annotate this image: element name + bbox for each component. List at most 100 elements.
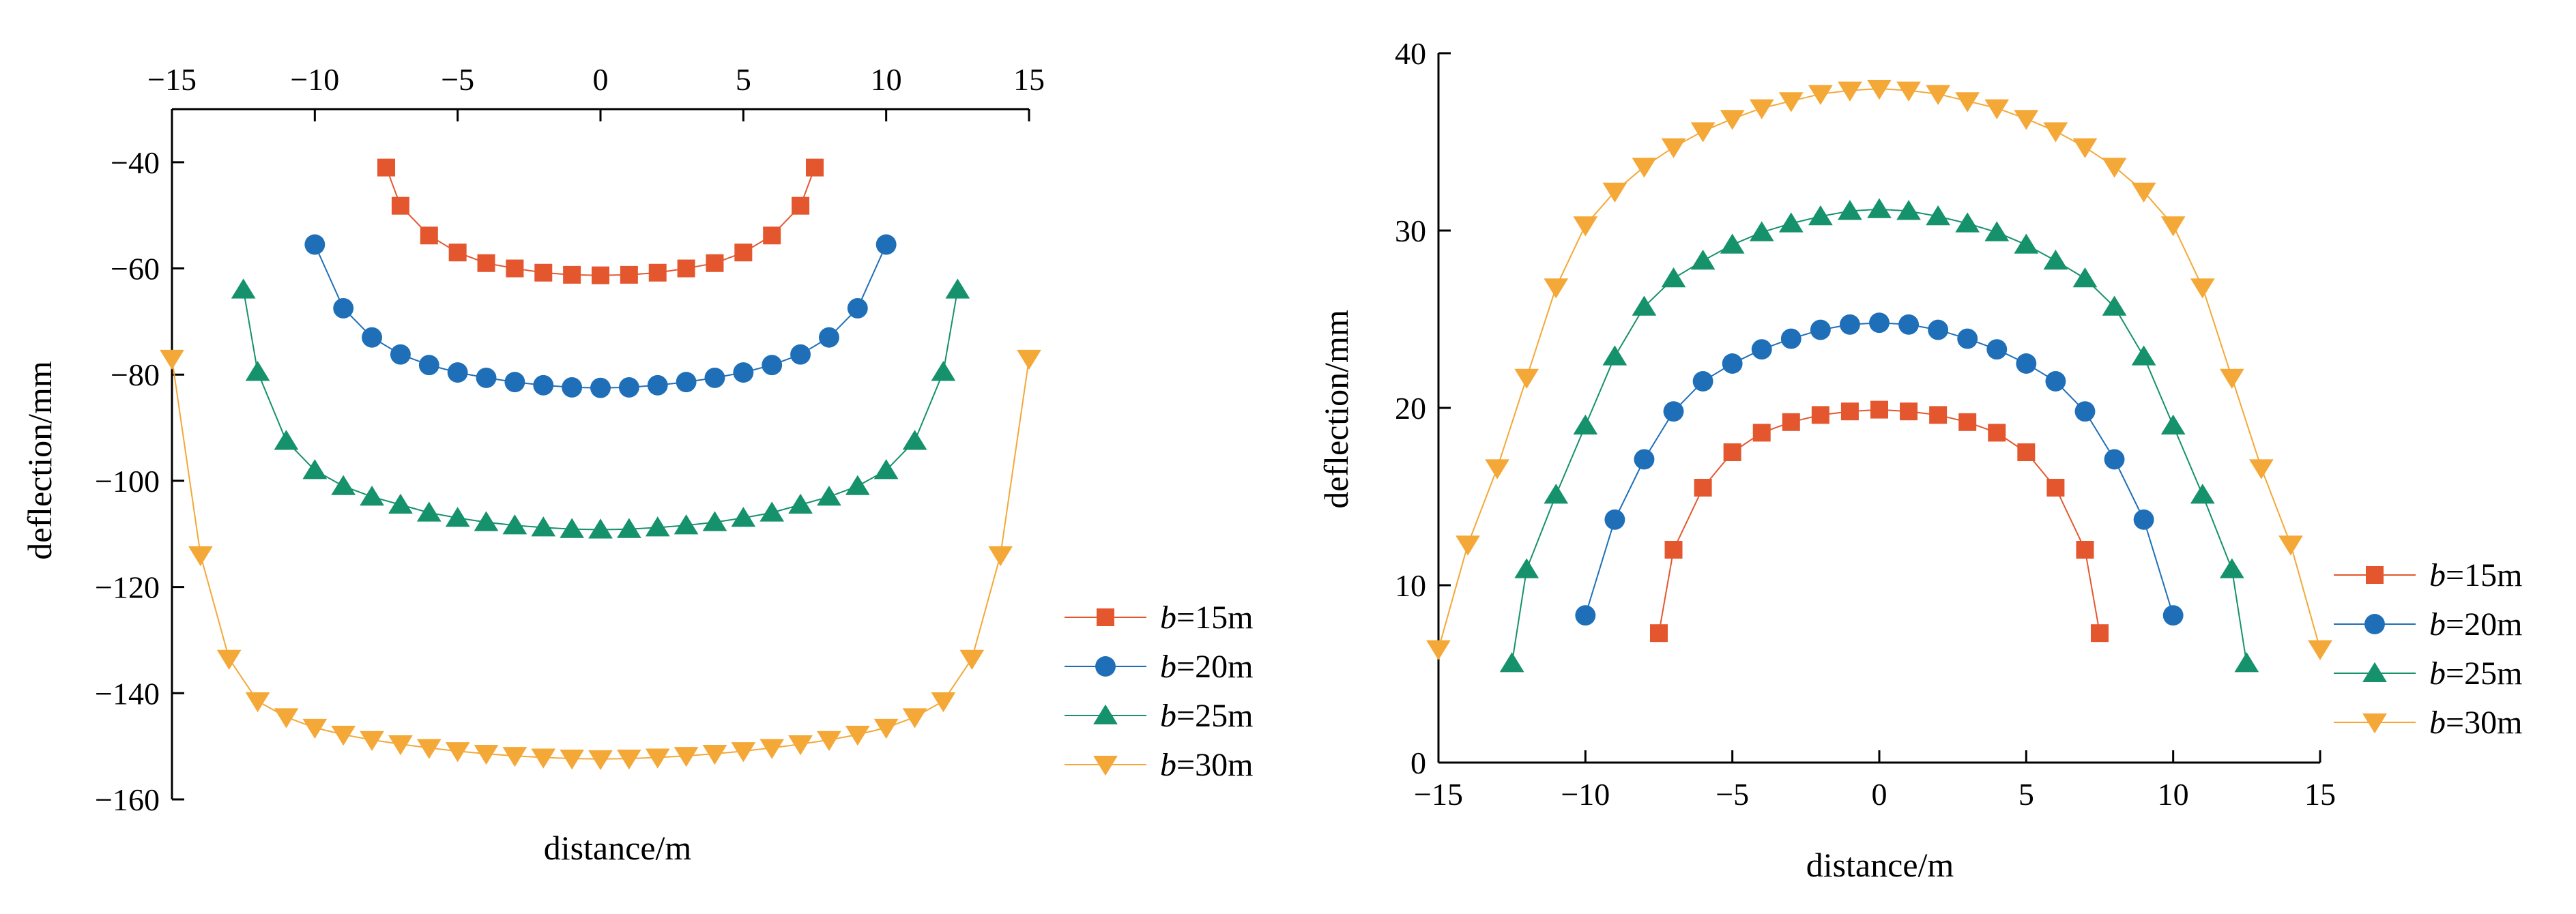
left-point-b15 (534, 263, 553, 282)
right-point-b25 (1544, 484, 1569, 504)
right-point-b15 (1664, 541, 1683, 559)
left-y-axis-label: deflection/mm (20, 361, 59, 560)
right-point-b20 (2045, 371, 2066, 392)
right-point-b20 (2133, 509, 2154, 530)
right-point-b25 (1514, 558, 1539, 578)
right-point-b15 (1723, 443, 1741, 461)
right-point-b25 (1602, 345, 1627, 366)
right-x-tick-label: 5 (2018, 777, 2034, 812)
left-point-b15 (806, 158, 824, 177)
left-point-b20 (818, 327, 839, 348)
right-x-tick-label: 10 (2158, 777, 2189, 812)
left-point-b25 (731, 507, 756, 527)
right-point-b25 (1720, 233, 1745, 254)
left-series-line-b30 (171, 358, 1030, 760)
right-x-tick-label: 0 (1872, 777, 1887, 812)
right-axes: −15 −10 −5 0 5 10 15 0 10 20 30 40 (1395, 36, 2336, 812)
left-x-tick-label: −15 (147, 62, 197, 97)
left-x-tick-label: 5 (736, 62, 751, 97)
right-point-b30 (2131, 182, 2156, 203)
left-point-b20 (590, 377, 611, 398)
right-point-b30 (1838, 81, 1862, 102)
right-point-b30 (1485, 459, 1510, 480)
left-point-b30 (188, 546, 213, 567)
left-point-b25 (845, 475, 870, 495)
left-x-tick-label: 15 (1013, 62, 1045, 97)
right-point-b20 (2162, 605, 2184, 626)
right-point-b15 (1840, 402, 1859, 421)
left-point-b15 (763, 226, 781, 245)
left-point-b20 (447, 362, 468, 383)
right-legend-label: b=15m (2429, 557, 2522, 593)
right-x-tick-label: −10 (1561, 777, 1610, 812)
left-point-b25 (416, 501, 442, 522)
right-point-b20 (2104, 449, 2125, 470)
right-legend-marker (2362, 662, 2387, 682)
left-y-tick-label: −160 (95, 782, 160, 817)
left-point-b25 (645, 516, 670, 537)
right-point-b15 (2046, 479, 2065, 497)
left-point-b25 (502, 514, 527, 535)
right-x-axis-label: distance/m (1806, 846, 1954, 884)
right-point-b30 (2043, 122, 2068, 143)
left-point-b25 (873, 459, 899, 480)
left-point-b20 (847, 297, 868, 319)
left-point-b20 (390, 344, 411, 365)
left-point-b25 (388, 493, 413, 514)
right-point-b25 (2131, 345, 2156, 366)
left-point-b30 (388, 735, 413, 756)
right-point-b30 (1690, 122, 1716, 143)
left-point-b15 (477, 254, 495, 272)
left-x-axis-label: distance/m (544, 829, 692, 867)
left-legend-label: b=30m (1160, 747, 1253, 783)
right-point-b15 (1929, 406, 1948, 424)
left-point-b25 (274, 430, 299, 450)
left-legend-item-b15: b=15m (1065, 600, 1253, 636)
left-legend-item-b25: b=25m (1065, 698, 1253, 734)
right-point-b25 (1926, 205, 1951, 226)
left-y-tick-label: −140 (95, 676, 160, 711)
right-point-b25 (1690, 249, 1716, 270)
left-point-b30 (560, 750, 585, 770)
right-point-b20 (1928, 319, 1949, 340)
right-point-b15 (1870, 400, 1888, 419)
left-point-b30 (331, 726, 356, 746)
right-point-b20 (1898, 314, 1920, 335)
left-point-b30 (416, 739, 442, 759)
left-legend-label: b=20m (1160, 649, 1253, 685)
left-y-tick-label: −120 (95, 570, 160, 605)
right-point-b20 (2074, 401, 2096, 422)
right-point-b30 (1602, 182, 1627, 203)
right-point-b15 (2076, 541, 2094, 559)
left-series-line-b20 (314, 244, 887, 389)
left-point-b25 (931, 361, 956, 381)
left-point-b25 (474, 511, 499, 531)
left-point-b15 (563, 265, 581, 284)
right-point-b30 (2160, 216, 2186, 237)
right-point-b15 (2091, 624, 2109, 643)
right-point-b25 (1573, 414, 1598, 434)
left-point-b25 (817, 486, 841, 506)
right-point-b25 (1896, 200, 1921, 220)
right-point-b15 (1958, 413, 1977, 431)
left-point-b25 (445, 507, 470, 527)
left-point-b30 (788, 735, 813, 756)
left-y-tick-label: −40 (111, 145, 160, 180)
right-point-b25 (1632, 295, 1657, 316)
left-point-b25 (674, 514, 699, 535)
left-point-b30 (988, 546, 1013, 567)
left-point-b15 (620, 265, 638, 284)
left-point-b25 (902, 430, 927, 450)
right-series-line-b25 (1511, 208, 2248, 664)
right-point-b25 (2014, 233, 2039, 254)
left-point-b15 (648, 263, 667, 282)
left-legend-marker (1093, 756, 1118, 776)
left-point-b30 (645, 748, 670, 769)
left-series-b20 (304, 234, 897, 398)
left-legend-item-b20: b=20m (1065, 649, 1253, 685)
right-point-b15 (2017, 443, 2036, 461)
left-point-b30 (731, 742, 756, 763)
left-point-b15 (734, 244, 753, 262)
left-series-b25 (231, 278, 970, 539)
